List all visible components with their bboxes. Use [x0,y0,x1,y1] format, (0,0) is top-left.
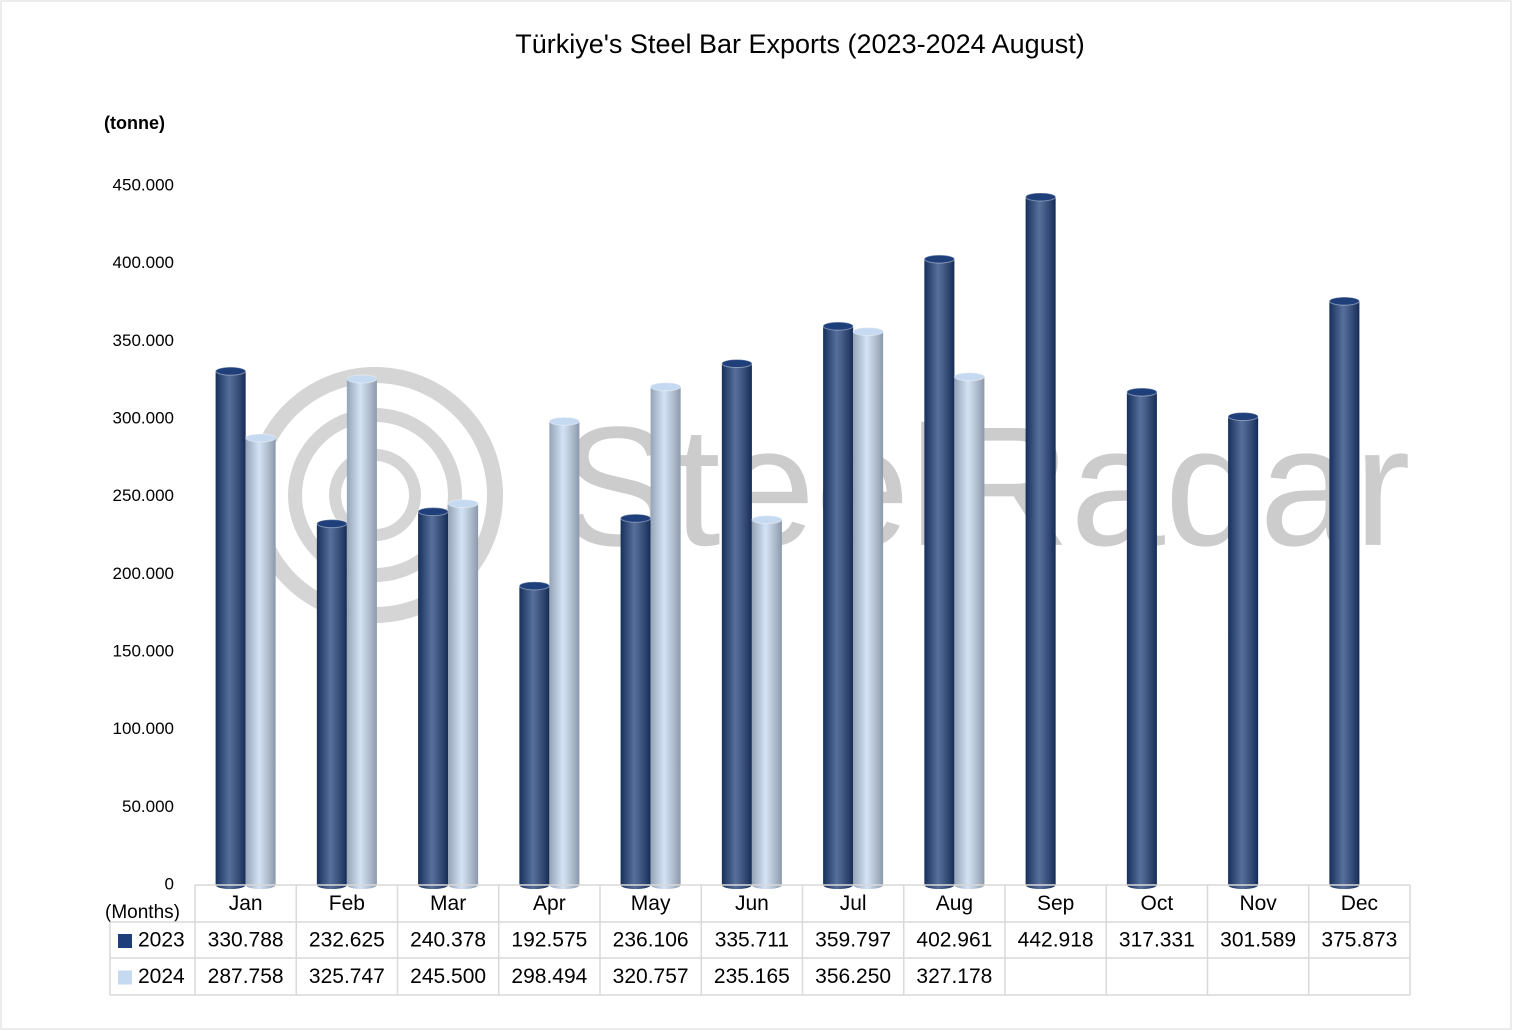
bar-cap [518,581,550,591]
bar-cap [215,366,247,376]
bar-shade [245,434,276,889]
x-tick-label: Dec [1341,892,1378,915]
bar-shade [519,581,550,889]
data-label: 330.788 [208,929,284,952]
x-tick-label: May [631,892,671,915]
x-tick-label: Sep [1037,892,1074,915]
data-label: 375.873 [1321,929,1397,952]
legend-swatch [118,934,132,948]
data-label: 301.589 [1220,929,1296,952]
data-label: 236.106 [613,929,689,952]
chart-title: Türkiye's Steel Bar Exports (2023-2024 A… [515,29,1084,59]
data-label: 232.625 [309,929,385,952]
y-tick-label: 0 [165,874,174,893]
y-tick-label: 250.000 [113,486,174,505]
legend-label: 2023 [138,929,185,952]
y-axis-label: (tonne) [104,113,165,133]
bar-cap [650,382,682,392]
bar-shade [721,359,752,889]
bar-cap [852,327,884,337]
bar-cap [953,372,985,382]
bar-shade [1126,388,1157,889]
bar-shade [549,417,580,889]
x-tick-label: Feb [329,892,365,915]
y-tick-label: 100.000 [113,719,174,738]
data-label: 335.711 [715,929,789,952]
data-label: 359.797 [815,929,891,952]
bar-cap [1025,192,1057,202]
watermark: SteelRadar [560,392,1411,582]
bar-shade [650,382,681,889]
bar-cap [620,513,652,523]
x-tick-label: Apr [533,892,566,915]
legend-label: 2024 [138,965,185,988]
bar-cap [1126,387,1158,397]
data-label: 245.500 [410,965,486,988]
data-label: 287.758 [208,965,284,988]
data-label: 317.331 [1119,929,1195,952]
bar-cap [751,515,783,525]
bar-cap [316,519,348,529]
bar-cap [548,416,580,426]
y-tick-label: 450.000 [113,175,174,194]
bar-shade [215,367,246,889]
bar-shade [346,375,377,889]
data-label: 325.747 [309,965,385,988]
data-label: 327.178 [916,965,992,988]
bar-cap [1227,412,1259,422]
x-tick-label: Oct [1141,892,1174,915]
legend-swatch [118,970,132,985]
bar-shade [823,322,854,889]
data-label: 442.918 [1018,929,1094,952]
bar-shade [1329,297,1360,890]
y-tick-label: 150.000 [113,641,174,660]
bar-shade [620,514,651,889]
bar-cap [923,254,955,264]
y-tick-label: 50.000 [122,797,174,816]
bar-shade [418,507,449,889]
bar-shade [751,515,782,889]
bar-shade [853,327,884,889]
y-tick-label: 200.000 [113,564,174,583]
bar-cap [447,499,479,509]
bar-cap [822,321,854,331]
y-tick-label: 350.000 [113,331,174,350]
bar-cap [721,359,753,369]
bar-shade [448,499,479,889]
data-label: 235.165 [714,965,790,988]
y-tick-label: 400.000 [113,253,174,272]
bar-cap [1328,296,1360,306]
data-label: 240.378 [410,929,486,952]
bar-shade [316,519,347,889]
bar-cap [346,374,378,384]
data-label: 298.494 [511,965,587,988]
data-label: 402.961 [916,929,992,952]
bar-cap [417,507,449,517]
bar-shade [1025,193,1056,889]
bar-shade [954,372,985,889]
data-label: 356.250 [815,965,891,988]
x-tick-label: Nov [1239,892,1277,915]
x-tick-label: Jun [735,892,769,915]
x-tick-label: Jan [229,892,263,915]
bar-cap [245,433,277,443]
x-tick-label: Jul [840,892,867,915]
data-label: 320.757 [613,965,689,988]
data-label: 192.575 [511,929,587,952]
x-tick-label: Aug [936,892,973,915]
bar-shade [924,255,955,889]
y-tick-label: 300.000 [113,408,174,427]
x-tick-label: Mar [430,892,466,915]
x-axis-label: (Months) [105,902,180,923]
bar-shade [1228,412,1259,889]
